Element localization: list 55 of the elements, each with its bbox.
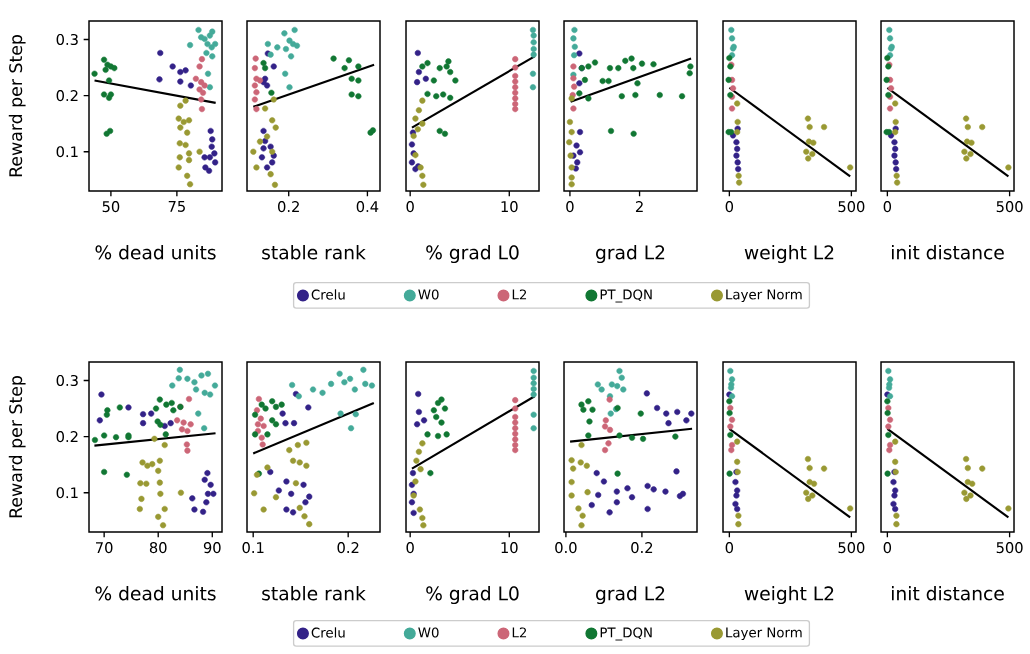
x-tick-label: 0.2 <box>337 542 359 554</box>
x-axis-title: init distance <box>891 586 1004 601</box>
x-axis-title: % dead units <box>95 586 216 601</box>
x-tick-label: 10 <box>501 542 518 554</box>
x-tick-label: 90 <box>203 542 221 554</box>
x-tick-label: 0 <box>406 201 414 213</box>
x-tick-label: 0.4 <box>356 201 379 213</box>
x-axis-title: stable rank <box>262 586 366 601</box>
x-tick-label: 500 <box>838 542 865 554</box>
legend-label: W0 <box>418 289 439 300</box>
y-tick-label: 0.1 <box>56 487 78 499</box>
y-tick-label: 0.1 <box>56 146 78 158</box>
x-tick-label: 0 <box>406 542 414 554</box>
x-tick-label: 10 <box>501 201 518 213</box>
x-axis-title: % grad L0 <box>426 586 519 605</box>
y-tick-label: 0.3 <box>56 374 78 387</box>
legend-label: PT_DQN <box>600 627 652 641</box>
x-axis-title: % grad L0 <box>426 245 519 264</box>
x-tick-label: 0 <box>883 542 892 554</box>
x-tick-label: 500 <box>838 201 865 213</box>
x-tick-label: 0 <box>725 201 734 213</box>
x-tick-label: 80 <box>149 542 167 554</box>
x-tick-label: 0 <box>883 201 892 213</box>
x-tick-label: 0 <box>725 542 734 554</box>
x-tick-label: 500 <box>996 542 1023 554</box>
legend-label: Crelu <box>311 289 345 300</box>
legend-label: Crelu <box>311 627 345 638</box>
x-axis-title: init distance <box>891 245 1004 260</box>
x-tick-label: 0.1 <box>242 542 264 554</box>
legend-label: L2 <box>512 627 527 638</box>
x-axis-title: % dead units <box>95 245 216 260</box>
x-axis-title: grad L2 <box>596 586 665 605</box>
x-axis-title: stable rank <box>262 245 366 260</box>
legend-label: Layer Norm <box>726 627 802 641</box>
y-tick-label: 0.3 <box>56 33 78 46</box>
legend-label: W0 <box>418 627 439 638</box>
x-tick-label: 0.2 <box>278 201 299 213</box>
x-tick-label: 2 <box>635 201 643 212</box>
x-axis-title: weight L2 <box>744 586 834 605</box>
x-tick-label: 75 <box>168 201 185 212</box>
y-axis-title: Reward per Step <box>8 376 26 518</box>
y-axis-title: Reward per Step <box>8 35 26 177</box>
x-tick-label: 50 <box>102 201 120 213</box>
x-tick-label: 0.2 <box>631 542 653 554</box>
legend-label: Layer Norm <box>726 289 802 303</box>
y-tick-label: 0.2 <box>56 431 78 443</box>
x-tick-label: 500 <box>996 201 1023 213</box>
legend-label: PT_DQN <box>600 289 652 303</box>
x-tick-label: 70 <box>96 542 113 554</box>
x-tick-label: 0 <box>566 201 574 213</box>
x-axis-title: weight L2 <box>744 245 834 264</box>
x-axis-title: grad L2 <box>596 245 665 264</box>
legend-label: L2 <box>512 289 527 300</box>
x-tick-label: 0.0 <box>555 542 577 554</box>
y-tick-label: 0.2 <box>56 90 78 102</box>
